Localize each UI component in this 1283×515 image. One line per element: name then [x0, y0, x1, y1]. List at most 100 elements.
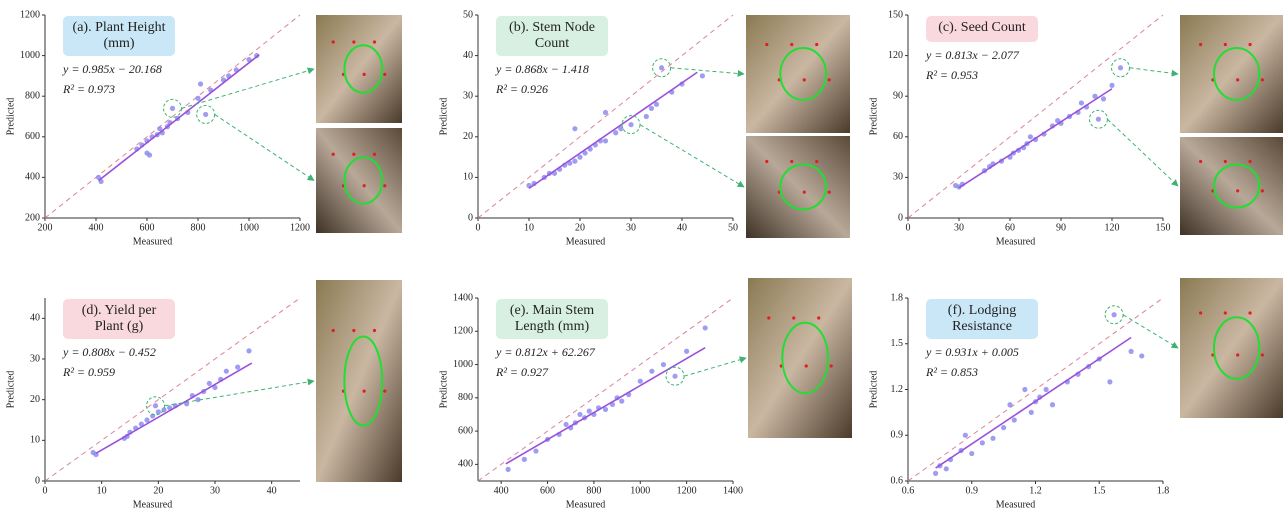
title-box	[496, 299, 608, 339]
point	[146, 152, 153, 158]
r-squared: R² = 0.973	[62, 82, 115, 96]
point	[533, 448, 539, 454]
photo-dot	[331, 152, 335, 156]
photo-dot	[827, 190, 831, 194]
x-tick-label: 600	[140, 222, 155, 233]
y-tick-label: 0.9	[891, 430, 904, 441]
y-tick-label: 1400	[453, 292, 473, 303]
photo-dot	[815, 42, 819, 47]
identity-line	[907, 297, 1164, 482]
x-tick-label: 800	[586, 485, 601, 496]
y-tick-label: 0	[898, 212, 903, 223]
x-tick-label: 0	[906, 222, 911, 233]
point	[138, 421, 144, 427]
point	[505, 466, 511, 472]
photo-dot	[827, 78, 831, 82]
fit-line	[505, 347, 706, 465]
y-tick-label: 600	[458, 425, 473, 436]
point	[1078, 100, 1084, 106]
title-box	[63, 16, 175, 56]
point	[521, 456, 527, 462]
y-tick-label: 200	[25, 212, 40, 223]
photo-dot	[790, 42, 794, 47]
point	[203, 111, 209, 118]
identity-line	[44, 14, 301, 219]
point	[586, 408, 592, 414]
photo-dot	[804, 364, 808, 368]
chart-title: (d). Yield per	[82, 303, 157, 318]
photo	[316, 128, 402, 233]
arrow	[1122, 314, 1179, 349]
photo-dot	[802, 78, 806, 82]
chart-title: Length (mm)	[515, 319, 590, 334]
photo-dot	[352, 328, 356, 333]
point	[962, 432, 968, 438]
x-axis-label: Measured	[566, 499, 605, 510]
x-axis-label: Measured	[996, 236, 1035, 247]
y-tick-label: 1.2	[891, 384, 904, 395]
photo-dot	[372, 152, 377, 156]
y-tick-label: 20	[463, 131, 473, 142]
point	[649, 368, 655, 374]
x-tick-label: 10	[97, 485, 107, 496]
point	[602, 406, 609, 413]
photo-dot	[362, 184, 366, 188]
y-tick-label: 0.6	[891, 475, 904, 486]
x-axis-label: Measured	[566, 236, 605, 247]
photo-highlight	[779, 47, 828, 101]
point	[563, 421, 569, 428]
photo-dot	[1260, 78, 1264, 82]
photo-dot	[372, 40, 377, 44]
point	[197, 81, 204, 87]
point	[648, 105, 655, 111]
arrow	[1107, 118, 1179, 187]
y-axis-label: Predicted	[438, 98, 449, 136]
arrow	[1129, 67, 1179, 77]
x-axis-label: Measured	[133, 499, 172, 510]
point	[1095, 116, 1101, 122]
photo-dot	[829, 364, 833, 368]
x-tick-label: 800	[191, 222, 206, 233]
point	[155, 409, 161, 415]
point	[979, 440, 985, 446]
photo	[316, 15, 402, 123]
x-tick-label: 30	[626, 222, 636, 233]
photo	[316, 280, 402, 482]
x-tick-label: 1200	[677, 485, 697, 496]
photo-dot	[792, 316, 796, 320]
title-box	[926, 16, 1038, 42]
point	[1049, 402, 1056, 408]
point	[1109, 82, 1115, 88]
point	[223, 368, 229, 374]
x-tick-label: 20	[153, 485, 163, 496]
chart-title: (f). Lodging	[948, 303, 1016, 318]
chart-title: Count	[535, 36, 569, 51]
point	[195, 397, 201, 403]
photo-dot	[331, 328, 335, 333]
photo-dot	[352, 152, 356, 156]
photo	[1180, 137, 1283, 235]
point	[212, 384, 218, 391]
x-tick-label: 0	[43, 485, 48, 496]
x-tick-label: 1400	[723, 485, 743, 496]
photo	[746, 15, 850, 133]
r-squared: R² = 0.953	[925, 68, 978, 82]
x-tick-label: 60	[1005, 222, 1015, 233]
photo-dot	[817, 316, 821, 320]
point	[144, 417, 150, 423]
photo-dot	[331, 40, 335, 44]
photo-dot	[1223, 311, 1227, 315]
point	[659, 65, 665, 71]
y-tick-label: 10	[463, 172, 473, 183]
y-tick-label: 1000	[20, 50, 40, 61]
arrow	[639, 124, 745, 188]
r-squared: R² = 0.959	[62, 365, 115, 379]
x-tick-label: 90	[1056, 222, 1066, 233]
photo-dot	[1236, 189, 1240, 193]
photo-dot	[352, 40, 356, 44]
point	[1001, 425, 1007, 431]
equation: y = 0.868x − 1.418	[495, 62, 589, 76]
photo-highlight	[779, 163, 828, 211]
y-tick-label: 30	[893, 172, 903, 183]
photo-dot	[372, 328, 377, 333]
